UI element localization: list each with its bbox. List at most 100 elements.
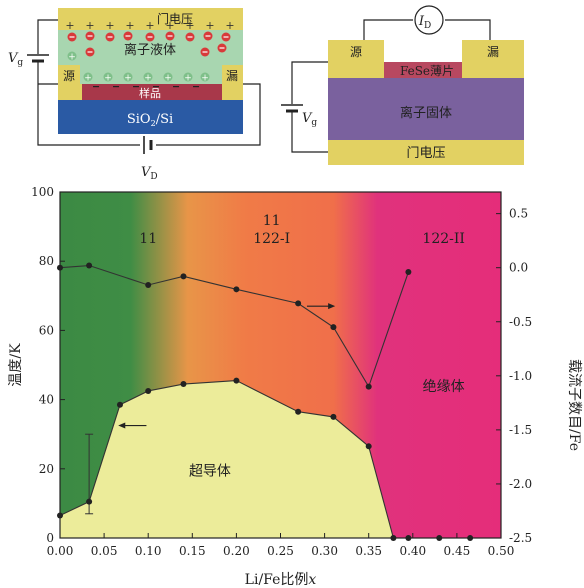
y-tick-label: 20 bbox=[39, 462, 54, 476]
minus-icon bbox=[219, 47, 225, 49]
carrier-point bbox=[180, 273, 187, 280]
minus-icon bbox=[202, 51, 208, 53]
ionic-liquid-label: 离子液体 bbox=[124, 42, 176, 58]
vg-battery-gap-b bbox=[284, 104, 300, 112]
insulator-label: 绝缘体 bbox=[423, 379, 465, 395]
minus-icon bbox=[87, 35, 93, 37]
x-tick-label: 0.50 bbox=[488, 544, 515, 558]
gate-label-b: 门电压 bbox=[406, 146, 445, 161]
y-tick-label: 60 bbox=[39, 323, 54, 337]
plus-charge-icon: + bbox=[225, 19, 234, 32]
minus-icon bbox=[205, 35, 211, 37]
y-tick-label: 0 bbox=[46, 531, 54, 545]
y2-tick-label: -1.5 bbox=[509, 423, 532, 437]
drain-wire bbox=[156, 83, 261, 146]
ionic-solid-label: 离子固体 bbox=[400, 105, 452, 121]
carrier-point bbox=[365, 383, 372, 390]
gate-electrode-a bbox=[58, 8, 243, 30]
cation-icon bbox=[83, 72, 93, 82]
cation-icon bbox=[143, 72, 153, 82]
x-tick-label: 0.15 bbox=[179, 544, 206, 558]
minus-icon bbox=[69, 36, 75, 38]
minus-icon bbox=[223, 36, 229, 38]
cation-icon bbox=[183, 72, 193, 82]
minus-charge-icon bbox=[153, 86, 159, 88]
source-electrode-b bbox=[328, 40, 384, 78]
minus-icon bbox=[125, 35, 131, 37]
plus-charge-icon: + bbox=[65, 19, 74, 32]
x-tick-label: 0.05 bbox=[91, 544, 118, 558]
x-tick-label: 0.30 bbox=[311, 544, 338, 558]
minus-icon bbox=[87, 51, 93, 53]
minus-icon bbox=[147, 36, 153, 38]
plus-charge-icon: + bbox=[185, 19, 194, 32]
plus-charge-icon: + bbox=[125, 19, 134, 32]
y2-tick-label: -1.0 bbox=[509, 369, 532, 383]
y2-tick-label: 0.5 bbox=[509, 207, 528, 221]
sample-layer bbox=[82, 84, 222, 100]
cation-icon bbox=[67, 51, 77, 61]
y2-tick-label: 0.0 bbox=[509, 261, 528, 275]
cation-icon bbox=[200, 72, 210, 82]
y-axis-label: 温度/K bbox=[8, 343, 24, 387]
minus-icon bbox=[187, 36, 193, 38]
substrate-label: SiO2/Si bbox=[127, 112, 173, 128]
x-tick-label: 0.25 bbox=[267, 544, 294, 558]
region-labels: 11 11 122-I 122-II bbox=[139, 213, 465, 247]
minus-charge-icon bbox=[93, 86, 99, 88]
vg-label-b: Vg bbox=[302, 111, 317, 128]
y-tick-label: 40 bbox=[39, 393, 54, 407]
cation-icon bbox=[163, 72, 173, 82]
source-label-b: 源 bbox=[350, 45, 362, 59]
tc-point bbox=[145, 387, 152, 394]
axis-arrows bbox=[118, 303, 336, 429]
plus-charge-icon: + bbox=[165, 19, 174, 32]
superconductor-region bbox=[60, 380, 394, 538]
ion-symbols: + + + + + + + + + + + + + + + + + bbox=[65, 19, 235, 88]
x-tick-label: 0.20 bbox=[223, 544, 250, 558]
vg-battery-gap bbox=[30, 54, 46, 62]
plus-charge-icon: + bbox=[205, 19, 214, 32]
carrier-point bbox=[145, 281, 152, 288]
meter-wire-right bbox=[445, 19, 491, 40]
gate-label-a: 门电压 bbox=[157, 11, 193, 26]
minus-icon bbox=[107, 36, 113, 38]
carrier-point bbox=[295, 300, 302, 307]
tc-point bbox=[330, 413, 337, 420]
carrier-series bbox=[57, 262, 412, 390]
plus-icon: + bbox=[68, 53, 76, 63]
region-label-2: 122-II bbox=[422, 231, 465, 247]
cation-icon bbox=[123, 72, 133, 82]
x-tick-label: 0.35 bbox=[355, 544, 382, 558]
right-axis-arrow-head bbox=[328, 303, 336, 310]
plus-icon: + bbox=[84, 74, 92, 84]
gate-electrode-b bbox=[328, 140, 524, 165]
y2-axis-label: 载流子数目/Fe bbox=[566, 359, 582, 451]
y-axis-left: 0 20 40 60 80 100 bbox=[31, 185, 65, 545]
plus-icon: + bbox=[184, 74, 192, 84]
ammeter-label: ID bbox=[418, 14, 431, 31]
sample-label: 样品 bbox=[139, 86, 161, 100]
plus-icon: + bbox=[104, 74, 112, 84]
x-tick-label: 0.00 bbox=[47, 544, 74, 558]
carrier-point bbox=[86, 262, 93, 269]
drain-label-a: 漏 bbox=[226, 69, 238, 83]
plus-charge-icon: + bbox=[105, 19, 114, 32]
ammeter-icon bbox=[414, 5, 444, 35]
source-label-a: 源 bbox=[63, 69, 75, 83]
x-tick-label: 0.45 bbox=[444, 544, 471, 558]
y-axis-right: -2.5 -2.0 -1.5 -1.0 -0.5 0.0 0.5 bbox=[496, 207, 532, 545]
diagram-a: SiO2/Si 门电压 源 漏 样品 离子液体 + + + + + + + + +++ + + + + +… bbox=[8, 8, 261, 182]
fese-film bbox=[367, 62, 487, 78]
superconductor-label: 超导体 bbox=[189, 464, 231, 480]
meter-wire-left bbox=[363, 19, 413, 40]
region-label-0: 11 bbox=[139, 231, 157, 247]
vd-battery-gap bbox=[141, 138, 155, 152]
tc-point bbox=[233, 377, 240, 384]
carrier-point bbox=[405, 269, 412, 276]
minus-charge-icon bbox=[133, 86, 139, 88]
plus-icon: + bbox=[201, 74, 209, 84]
fese-film-label: FeSe薄片 bbox=[400, 63, 454, 78]
